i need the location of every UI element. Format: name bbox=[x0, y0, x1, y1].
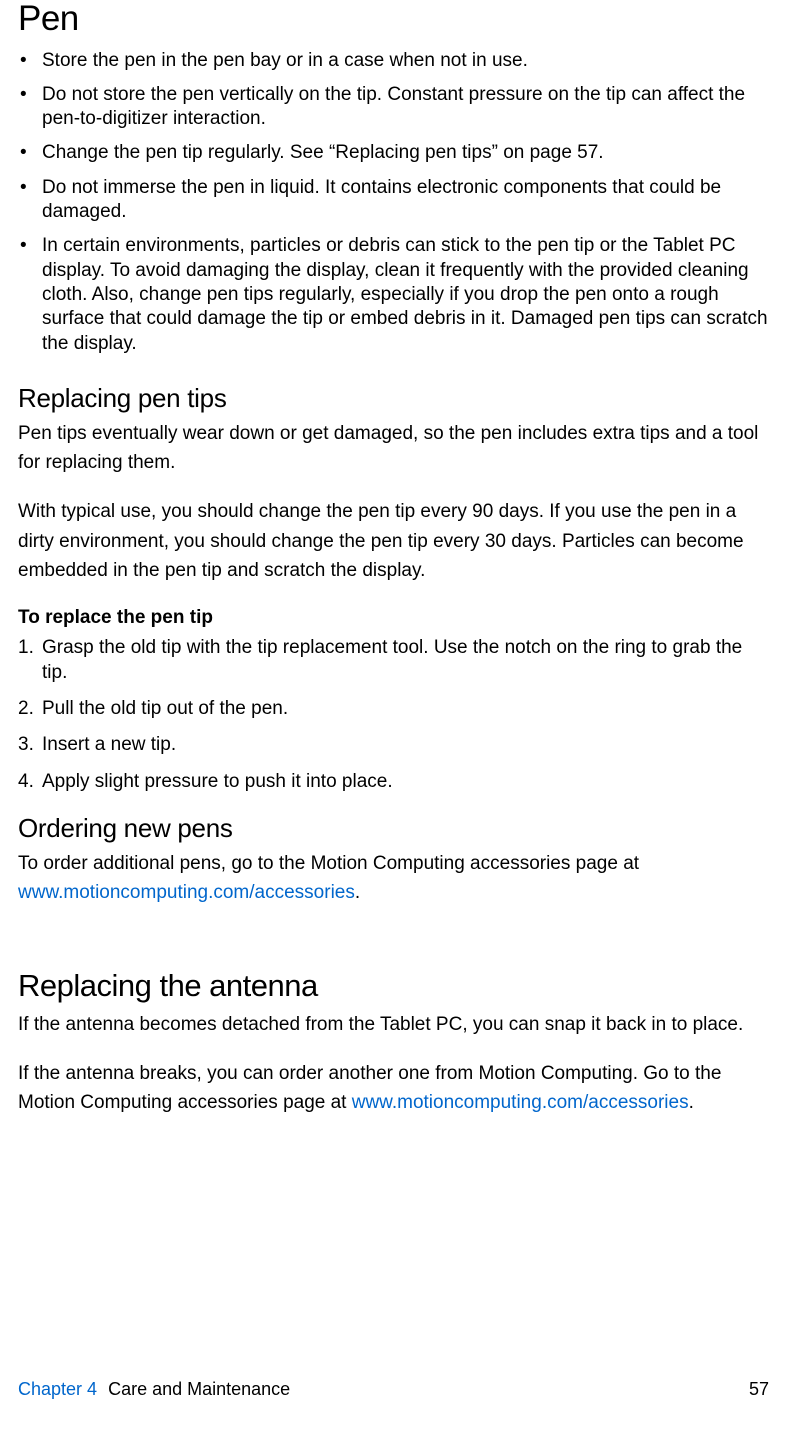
text-span: To order additional pens, go to the Moti… bbox=[18, 853, 639, 874]
pen-bullet-list: Store the pen in the pen bay or in a cas… bbox=[18, 49, 769, 356]
heading-replacing-pen-tips: Replacing pen tips bbox=[18, 384, 769, 413]
page-footer: Chapter 4 Care and Maintenance 57 bbox=[18, 1379, 769, 1400]
body-text: Pen tips eventually wear down or get dam… bbox=[18, 419, 769, 478]
body-text: With typical use, you should change the … bbox=[18, 497, 769, 585]
body-text: To order additional pens, go to the Moti… bbox=[18, 849, 769, 908]
list-item: Apply slight pressure to push it into pl… bbox=[18, 770, 769, 794]
text-span: . bbox=[355, 882, 360, 903]
chapter-label: Chapter 4 bbox=[18, 1379, 97, 1399]
heading-ordering-pens: Ordering new pens bbox=[18, 814, 769, 843]
page-container: Pen Store the pen in the pen bay or in a… bbox=[0, 0, 787, 1430]
list-item: Grasp the old tip with the tip replaceme… bbox=[18, 636, 769, 685]
body-text: If the antenna breaks, you can order ano… bbox=[18, 1059, 769, 1118]
list-item: Do not immerse the pen in liquid. It con… bbox=[18, 176, 769, 225]
list-item: Pull the old tip out of the pen. bbox=[18, 697, 769, 721]
text-span: . bbox=[689, 1092, 694, 1113]
chapter-title: Care and Maintenance bbox=[108, 1379, 290, 1399]
body-text: If the antenna becomes detached from the… bbox=[18, 1010, 769, 1039]
footer-left: Chapter 4 Care and Maintenance bbox=[18, 1379, 290, 1400]
heading-pen: Pen bbox=[18, 0, 769, 39]
list-item: Change the pen tip regularly. See “Repla… bbox=[18, 141, 769, 165]
heading-replacing-antenna: Replacing the antenna bbox=[18, 969, 769, 1003]
accessories-link[interactable]: www.motioncomputing.com/accessories bbox=[18, 882, 355, 903]
steps-list: Grasp the old tip with the tip replaceme… bbox=[18, 636, 769, 794]
accessories-link[interactable]: www.motioncomputing.com/accessories bbox=[352, 1092, 689, 1113]
steps-heading: To replace the pen tip bbox=[18, 606, 769, 631]
list-item: Store the pen in the pen bay or in a cas… bbox=[18, 49, 769, 73]
list-item: In certain environments, particles or de… bbox=[18, 234, 769, 356]
list-item: Do not store the pen vertically on the t… bbox=[18, 83, 769, 132]
list-item: Insert a new tip. bbox=[18, 733, 769, 757]
page-number: 57 bbox=[749, 1379, 769, 1400]
